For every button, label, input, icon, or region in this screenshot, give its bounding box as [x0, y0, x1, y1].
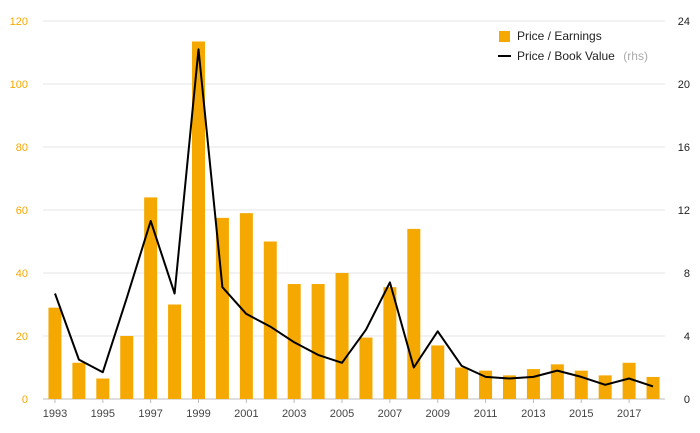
bar-pe-1998: [168, 304, 182, 399]
bar-pe-2002: [263, 241, 277, 399]
bar-pe-2016: [598, 375, 612, 399]
x-tick-label: 2009: [425, 408, 449, 420]
x-tick-label: 2001: [234, 408, 258, 420]
y-right-tick-label: 20: [678, 79, 690, 91]
bar-pe-1996: [120, 336, 134, 399]
gridlines: [43, 20, 665, 400]
x-tick-label: 2011: [474, 408, 498, 420]
x-tick-label: 2013: [521, 408, 545, 420]
x-tick-label: 2017: [617, 408, 641, 420]
legend: Price / Earnings Price / Book Value (rhs…: [498, 29, 648, 64]
bar-pe-1995: [96, 378, 110, 399]
axes: 0 20 40 60 80 100 120 0 4 8 12 16 20 24 1993 1995 1997 19…: [10, 16, 690, 420]
legend-label-pe: Price / Earnings: [517, 29, 602, 43]
legend-label-pbv-name: Price / Book Value: [517, 49, 615, 63]
y-left-tick-label: 80: [16, 142, 28, 154]
legend-label-pbv: Price / Book Value (rhs): [517, 47, 648, 64]
bar-pe-2012: [503, 375, 516, 399]
y-right-tick-label: 0: [684, 394, 690, 406]
x-tick-label: 2005: [330, 408, 354, 420]
x-tick-label: 1997: [138, 408, 162, 420]
x-tick-label: 2003: [282, 408, 306, 420]
bar-pe-2017: [622, 362, 636, 399]
bar-pe-2013: [526, 369, 540, 399]
bar-pe-1994: [72, 362, 86, 399]
pe-bars: [48, 41, 660, 399]
y-right-tick-label: 8: [684, 268, 690, 280]
bar-pe-2007: [383, 287, 397, 399]
legend-swatch-pe: [499, 31, 510, 42]
bar-pe-2009: [431, 345, 445, 399]
bar-pe-2010: [455, 367, 469, 399]
x-tick-label: 2007: [378, 408, 402, 420]
bar-pe-2008: [407, 228, 421, 399]
y-right-tick-label: 24: [678, 16, 690, 28]
y-left-tick-label: 100: [10, 79, 28, 91]
pbv-line: [54, 48, 654, 388]
y-left-tick-label: 20: [16, 331, 28, 343]
pbv-line-group: [54, 48, 654, 388]
bar-pe-2006: [359, 337, 373, 399]
x-tick-label: 1995: [91, 408, 115, 420]
bar-pe-1993: [48, 307, 62, 399]
y-right-tick-label: 12: [678, 205, 690, 217]
y-right-tick-label: 16: [678, 142, 690, 154]
y-left-tick-label: 60: [16, 205, 28, 217]
y-left-tick-label: 40: [16, 268, 28, 280]
bar-pe-1997: [144, 197, 158, 399]
y-right-tick-label: 4: [684, 331, 690, 343]
bar-pe-2005: [335, 273, 349, 399]
y-left-tick-label: 120: [10, 16, 28, 28]
legend-label-pbv-suffix: (rhs): [623, 49, 648, 63]
bar-pe-1999: [192, 41, 205, 399]
bar-pe-2014: [550, 364, 564, 399]
bar-pe-2018: [646, 376, 660, 399]
bar-pe-2004: [311, 284, 325, 399]
bar-pe-2001: [239, 213, 253, 399]
x-tick-label: 1993: [43, 408, 67, 420]
x-tick-label: 2015: [569, 408, 593, 420]
y-left-tick-label: 0: [22, 394, 28, 406]
x-tick-label: 1999: [186, 408, 210, 420]
